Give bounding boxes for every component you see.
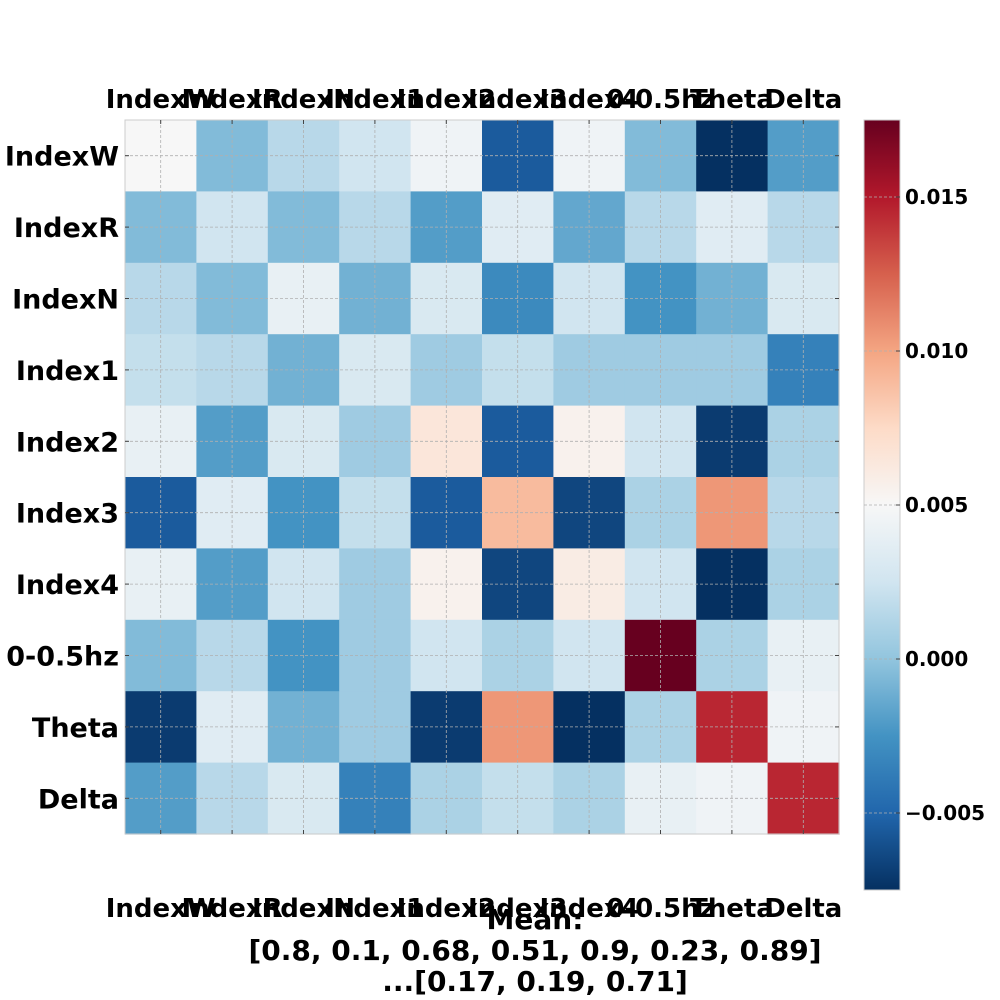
y-tick-label: IndexW: [5, 142, 119, 173]
heatmap-cell: [767, 762, 840, 835]
x-tick-label-top: Index2: [397, 85, 496, 115]
y-tick-label: Index1: [16, 356, 119, 387]
x-tick-label-top: Index3: [468, 85, 567, 115]
x-tick-label-top: Index4: [539, 85, 638, 115]
y-tick-label: IndexR: [14, 213, 119, 244]
caption-mean-values-more: ...[0.17, 0.19, 0.71]: [382, 965, 688, 998]
heatmap-cell: [767, 262, 840, 335]
y-tick-label: 0-0.5hz: [6, 642, 119, 673]
colorbar-tick-label: −0.005: [905, 801, 985, 825]
caption-mean-values: [0.8, 0.1, 0.68, 0.51, 0.9, 0.23, 0.89]: [248, 934, 822, 967]
colorbar-tick-label: 0.000: [905, 647, 968, 671]
heatmap-grid: [124, 119, 840, 835]
heatmap-cell: [267, 762, 340, 835]
colorbar-tick-label: 0.005: [905, 493, 968, 517]
colorbar: −0.005 0.000 0.005 0.010 0.015: [863, 119, 985, 891]
x-tick-label-bottom: Index4: [539, 894, 638, 924]
x-tick-label-top: IndexR: [181, 85, 282, 115]
x-tick-label-top: 0-0.5hz: [606, 85, 715, 115]
y-tick-label: IndexN: [12, 285, 119, 316]
x-tick-label-bottom: IndexR: [181, 894, 282, 924]
x-tick-label-bottom: Index2: [397, 894, 496, 924]
y-tick-label: Index4: [16, 570, 119, 601]
x-tick-label-top: IndexW: [106, 85, 216, 115]
heatmap-cell: [267, 548, 340, 621]
x-tick-label-bottom: 0-0.5hz: [606, 894, 715, 924]
heatmap-ticks: [125, 120, 839, 834]
x-tick-label-bottom: Index3: [468, 894, 567, 924]
x-tick-label-bottom: IndexW: [106, 894, 216, 924]
x-tick-label-bottom: IndexN: [252, 894, 355, 924]
colorbar-tick-label: 0.010: [905, 339, 968, 363]
x-tick-label-bottom: Delta: [764, 894, 842, 924]
x-tick-label-bottom: Index1: [325, 894, 424, 924]
x-tick-label-bottom: Theta: [690, 894, 774, 924]
heatmap-cell: [553, 762, 626, 835]
colorbar-tick-label: 0.015: [905, 185, 968, 209]
x-tick-label-top: Delta: [764, 85, 842, 115]
x-tick-label-top: IndexN: [252, 85, 355, 115]
heatmap-cell: [553, 548, 626, 621]
y-tick-label: Index3: [16, 499, 119, 530]
heatmap-tick-labels: IndexWIndexWIndexWIndexRIndexRIndexRInde…: [5, 85, 842, 924]
caption-title: Mean:: [486, 903, 584, 936]
y-tick-label: Delta: [38, 784, 119, 815]
x-tick-label-top: Theta: [690, 85, 774, 115]
heatmap-cell: [553, 262, 626, 335]
y-tick-label: Theta: [32, 713, 119, 744]
heatmap-cell: [767, 548, 840, 621]
x-tick-label-top: Index1: [325, 85, 424, 115]
y-tick-label: Index2: [16, 427, 119, 458]
heatmap-frame: [124, 119, 840, 835]
heatmap-cell: [267, 262, 340, 335]
